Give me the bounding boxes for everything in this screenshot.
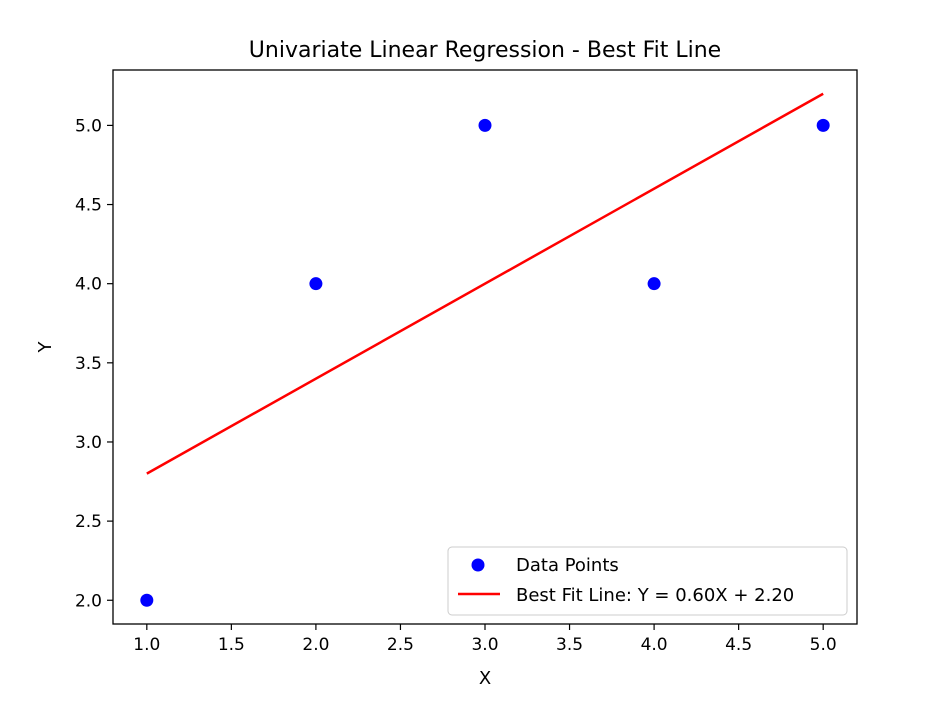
data-point	[140, 593, 154, 607]
legend-box	[447, 546, 848, 616]
y-tick-label: 4.0	[75, 275, 102, 295]
x-tick-label: 3.0	[471, 635, 498, 655]
data-point	[647, 277, 661, 291]
legend: Data Points Best Fit Line: Y = 0.60X + 2…	[447, 546, 848, 616]
best-fit-line	[146, 92, 824, 475]
y-axis-ticks: 2.0 2.5 3.0 3.5 4.0 4.5 5.0	[75, 116, 113, 611]
y-tick-label: 3.0	[75, 433, 102, 453]
y-tick-label: 2.0	[75, 591, 102, 611]
y-tick-label: 5.0	[75, 116, 102, 136]
x-tick-label: 4.0	[641, 635, 668, 655]
x-tick-label: 2.5	[387, 635, 414, 655]
legend-scatter-marker	[471, 558, 485, 572]
chart-title: Univariate Linear Regression - Best Fit …	[249, 38, 721, 63]
x-axis-label: X	[479, 668, 491, 689]
legend-label-best-fit-line: Best Fit Line: Y = 0.60X + 2.20	[516, 585, 794, 606]
plot-area	[140, 92, 830, 607]
data-point	[816, 118, 830, 132]
data-point	[478, 118, 492, 132]
x-tick-label: 1.5	[218, 635, 245, 655]
x-tick-label: 4.5	[725, 635, 752, 655]
y-tick-label: 3.5	[75, 354, 102, 374]
x-axis-ticks: 1.0 1.5 2.0 2.5 3.0 3.5 4.0 4.5 5.0	[133, 624, 837, 655]
data-point	[309, 277, 323, 291]
x-tick-label: 2.0	[302, 635, 329, 655]
y-tick-label: 2.5	[75, 512, 102, 532]
x-tick-label: 3.5	[556, 635, 583, 655]
x-tick-label: 1.0	[133, 635, 160, 655]
x-tick-label: 5.0	[810, 635, 837, 655]
y-tick-label: 4.5	[75, 196, 102, 216]
y-axis-label: Y	[35, 341, 56, 354]
legend-label-data-points: Data Points	[516, 555, 619, 576]
